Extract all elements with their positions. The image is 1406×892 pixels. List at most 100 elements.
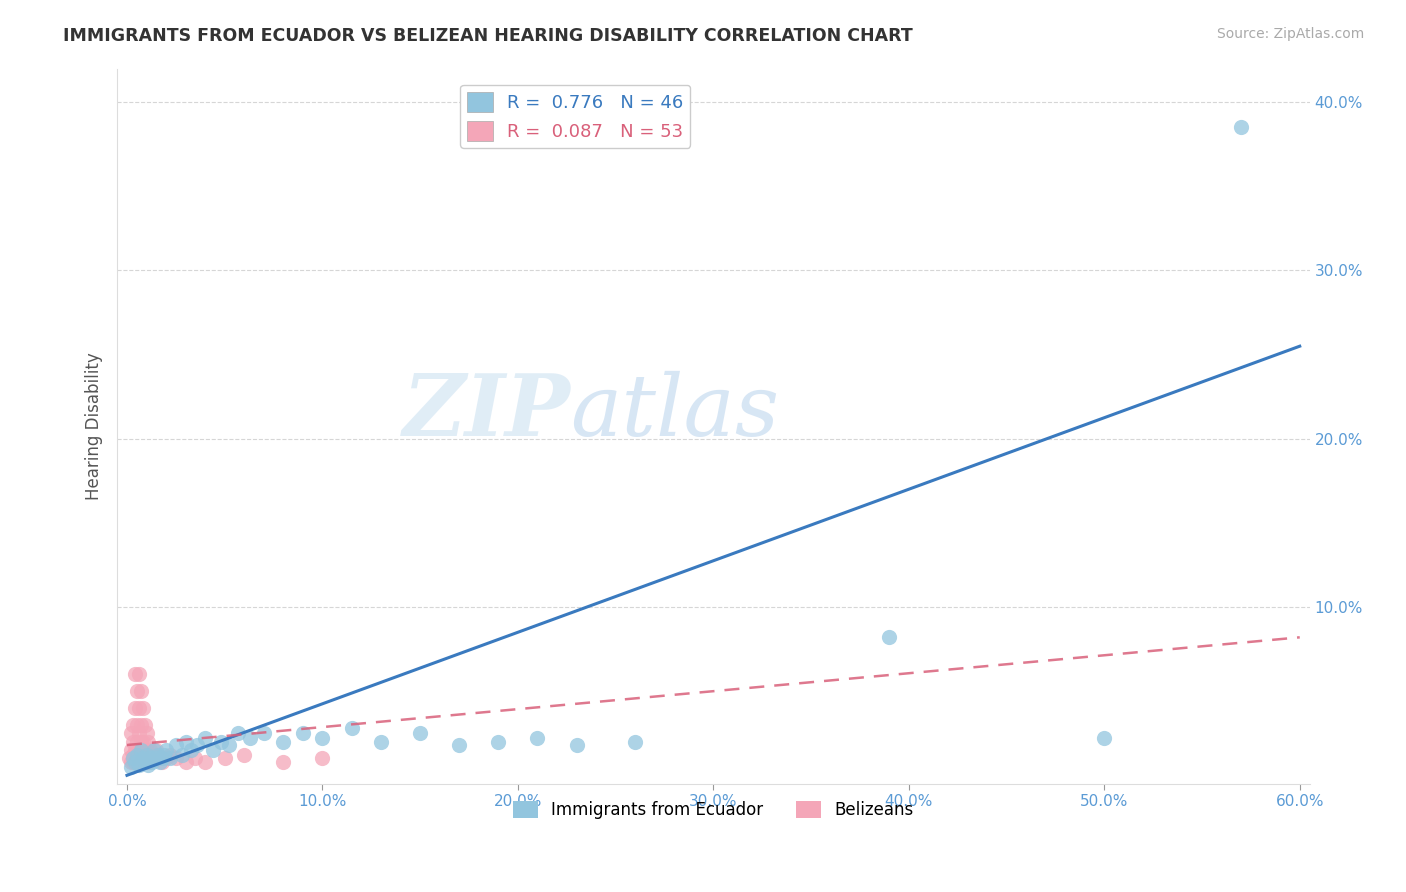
Point [129, 743, 152, 757]
Point [124, 755, 146, 769]
Point [131, 748, 153, 763]
Point [120, 755, 142, 769]
Point [128, 701, 150, 715]
Point [486, 734, 509, 748]
Point [131, 751, 153, 765]
Point [120, 743, 142, 757]
Point [128, 667, 150, 681]
Point [209, 734, 232, 748]
Point [148, 748, 170, 763]
Point [449, 738, 471, 752]
Point [135, 748, 157, 763]
Point [118, 751, 141, 765]
Point [125, 718, 148, 732]
Point [201, 743, 224, 757]
Point [134, 755, 156, 769]
Point [311, 731, 333, 746]
Point [877, 630, 900, 644]
Point [121, 751, 143, 765]
Point [131, 701, 153, 715]
Point [311, 751, 333, 765]
Point [129, 684, 152, 698]
Point [1230, 120, 1253, 135]
Point [273, 734, 295, 748]
Point [129, 751, 152, 765]
Point [150, 751, 173, 765]
Point [134, 755, 156, 769]
Point [125, 755, 148, 769]
Point [128, 743, 150, 757]
Point [165, 738, 187, 752]
Point [125, 748, 148, 763]
Point [143, 751, 166, 765]
Point [125, 748, 148, 763]
Point [565, 738, 588, 752]
Point [139, 743, 162, 757]
Point [124, 751, 146, 765]
Point [159, 748, 181, 763]
Point [139, 751, 162, 765]
Point [143, 743, 166, 757]
Point [194, 731, 217, 746]
Point [120, 760, 142, 774]
Point [134, 718, 156, 732]
Point [129, 718, 152, 732]
Point [1092, 731, 1115, 746]
Point [155, 751, 177, 765]
Point [624, 734, 647, 748]
Point [180, 743, 202, 757]
Point [135, 726, 157, 740]
Point [153, 748, 176, 763]
Point [120, 726, 142, 740]
Point [129, 734, 152, 748]
Point [218, 738, 240, 752]
Point [125, 684, 148, 698]
Text: ZIP: ZIP [402, 370, 571, 453]
Point [159, 751, 181, 765]
Point [370, 734, 392, 748]
Point [134, 743, 156, 757]
Point [125, 734, 148, 748]
Point [124, 667, 146, 681]
Point [149, 751, 172, 765]
Point [128, 758, 150, 772]
Point [170, 748, 193, 763]
Point [138, 734, 160, 748]
Point [145, 743, 167, 757]
Point [273, 755, 295, 769]
Point [233, 748, 256, 763]
Point [138, 758, 160, 772]
Point [141, 755, 163, 769]
Point [121, 755, 143, 769]
Point [121, 748, 143, 763]
Point [253, 726, 276, 740]
Point [149, 755, 172, 769]
Y-axis label: Hearing Disability: Hearing Disability [86, 352, 103, 500]
Point [291, 726, 314, 740]
Point [141, 748, 163, 763]
Point [131, 734, 153, 748]
Point [340, 721, 363, 735]
Point [145, 751, 167, 765]
Point [214, 751, 236, 765]
Point [165, 751, 187, 765]
Point [135, 748, 157, 763]
Point [155, 743, 177, 757]
Point [148, 748, 170, 763]
Point [409, 726, 432, 740]
Point [526, 731, 548, 746]
Point [121, 718, 143, 732]
Point [139, 751, 162, 765]
Point [174, 755, 197, 769]
Point [184, 751, 207, 765]
Text: IMMIGRANTS FROM ECUADOR VS BELIZEAN HEARING DISABILITY CORRELATION CHART: IMMIGRANTS FROM ECUADOR VS BELIZEAN HEAR… [63, 27, 912, 45]
Point [150, 755, 173, 769]
Point [124, 743, 146, 757]
Point [124, 701, 146, 715]
Legend: Immigrants from Ecuador, Belizeans: Immigrants from Ecuador, Belizeans [506, 794, 921, 825]
Point [239, 731, 262, 746]
Point [121, 734, 143, 748]
Text: atlas: atlas [571, 370, 779, 453]
Point [128, 726, 150, 740]
Point [194, 755, 217, 769]
